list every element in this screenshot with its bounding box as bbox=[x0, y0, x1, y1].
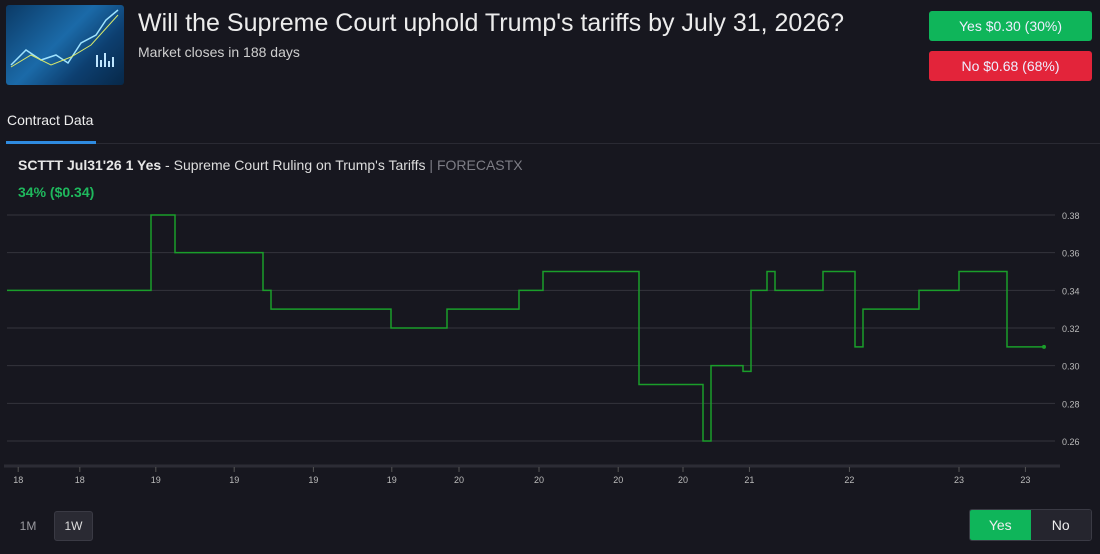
x-tick-label: 23 bbox=[954, 475, 964, 485]
x-tick-label: 20 bbox=[454, 475, 464, 485]
market-thumbnail bbox=[6, 5, 124, 85]
contract-separator: - bbox=[161, 157, 174, 173]
active-tab-indicator bbox=[6, 141, 96, 144]
price-chart: 0.38 0.36 0.34 0.32 0.30 0.28 0.26 18 18 19 19 19 19… bbox=[4, 211, 1080, 485]
x-tick-label: 20 bbox=[613, 475, 623, 485]
x-tick-label: 19 bbox=[308, 475, 318, 485]
y-tick-label: 0.30 bbox=[1062, 362, 1080, 372]
contract-title: SCTTT Jul31'26 1 Yes - Supreme Court Rul… bbox=[18, 157, 523, 173]
contract-name: Supreme Court Ruling on Trump's Tariffs bbox=[173, 157, 426, 173]
x-tick-label: 18 bbox=[13, 475, 23, 485]
y-tick-label: 0.28 bbox=[1062, 399, 1080, 409]
y-tick-label: 0.36 bbox=[1062, 249, 1080, 259]
x-tick-label: 19 bbox=[229, 475, 239, 485]
toggle-yes[interactable]: Yes bbox=[970, 510, 1031, 540]
toggle-no[interactable]: No bbox=[1030, 510, 1091, 540]
buy-yes-button[interactable]: Yes $0.30 (30%) bbox=[929, 11, 1092, 41]
x-tick-label: 18 bbox=[75, 475, 85, 485]
range-1m-button[interactable]: 1M bbox=[19, 519, 37, 533]
contract-ticker: SCTTT Jul31'26 1 Yes bbox=[18, 157, 162, 173]
x-tick-label: 19 bbox=[151, 475, 161, 485]
market-title: Will the Supreme Court uphold Trump's ta… bbox=[138, 9, 845, 37]
current-price: 34% ($0.34) bbox=[18, 184, 95, 200]
chart-thumbnail-icon bbox=[10, 9, 119, 68]
x-tick-label: 20 bbox=[534, 475, 544, 485]
y-tick-label: 0.38 bbox=[1062, 211, 1080, 221]
x-tick-label: 19 bbox=[387, 475, 397, 485]
x-tick-label: 22 bbox=[844, 475, 854, 485]
y-tick-label: 0.34 bbox=[1062, 286, 1080, 296]
x-tick-label: 20 bbox=[678, 475, 688, 485]
last-price-marker bbox=[1042, 344, 1046, 349]
price-line bbox=[7, 214, 1044, 442]
side-toggle: Yes No bbox=[969, 509, 1092, 541]
buy-no-button[interactable]: No $0.68 (68%) bbox=[929, 51, 1092, 81]
contract-source: | FORECASTX bbox=[425, 157, 523, 173]
y-tick-label: 0.26 bbox=[1062, 437, 1080, 447]
tab-contract-data[interactable]: Contract Data bbox=[7, 112, 94, 128]
y-tick-label: 0.32 bbox=[1062, 324, 1080, 334]
range-1w-button[interactable]: 1W bbox=[54, 511, 93, 541]
market-close-countdown: Market closes in 188 days bbox=[138, 44, 300, 60]
x-tick-label: 23 bbox=[1020, 475, 1030, 485]
tab-divider bbox=[6, 143, 1100, 144]
x-tick-label: 21 bbox=[744, 475, 754, 485]
